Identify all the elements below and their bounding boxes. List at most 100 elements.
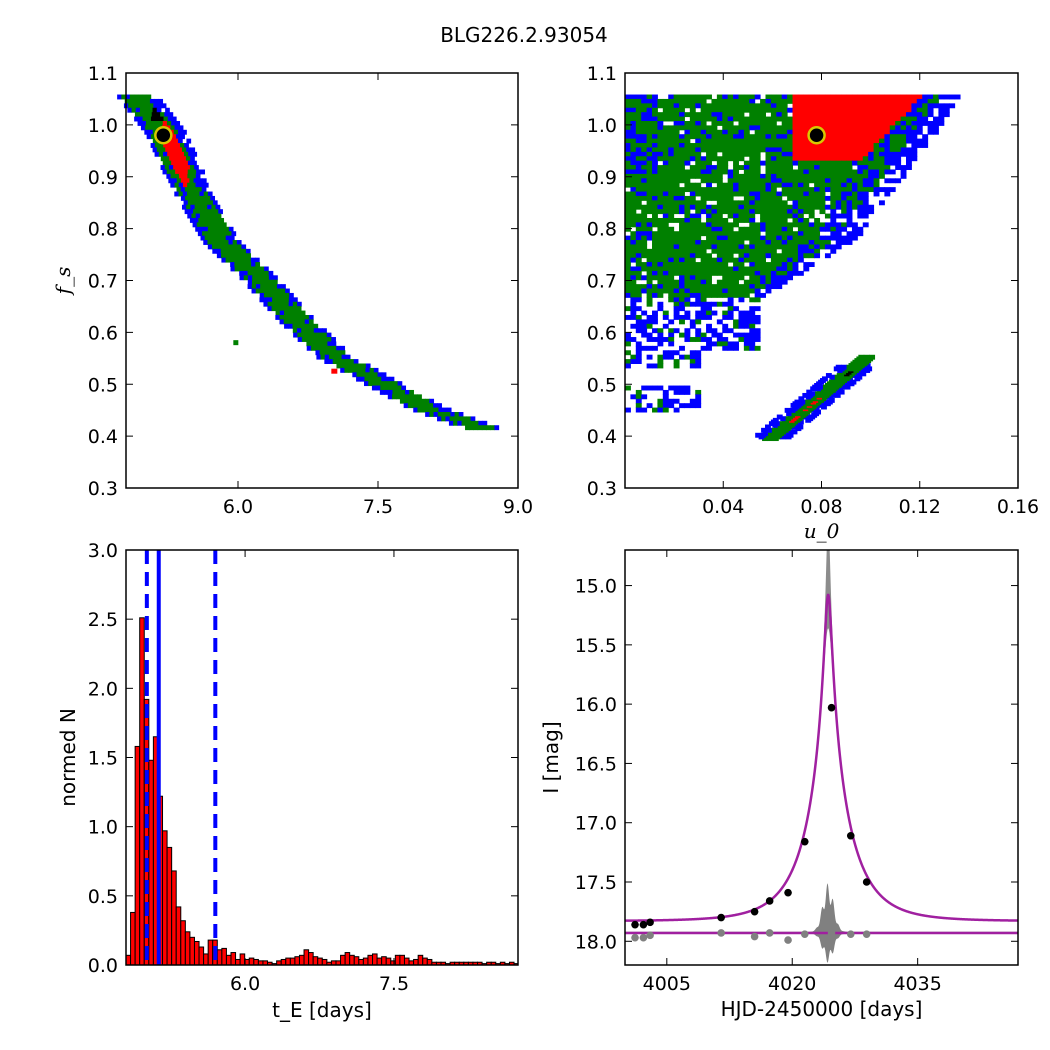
heatmap-cell <box>760 120 766 126</box>
heatmap-cell <box>765 266 772 272</box>
heatmap-cell <box>727 292 734 298</box>
heatmap-cell <box>191 200 197 206</box>
heatmap-cell <box>689 143 696 148</box>
heatmap-cell <box>722 112 729 118</box>
heatmap-cell <box>754 151 761 157</box>
heatmap-cell <box>727 248 734 254</box>
heatmap-cell <box>635 151 642 157</box>
heatmap-cell <box>711 173 718 179</box>
heatmap-cell <box>716 222 723 228</box>
heatmap-cell <box>792 253 799 259</box>
heatmap-cell <box>673 306 680 312</box>
heatmap-cell <box>679 270 685 276</box>
heatmap-cell <box>695 354 702 360</box>
heatmap-cell <box>630 266 637 272</box>
heatmap-cell <box>819 120 826 126</box>
heatmap-cell <box>911 147 918 153</box>
heatmap-cell <box>695 337 702 342</box>
heatmap-cell <box>264 288 269 294</box>
heatmap-cell <box>754 279 761 285</box>
heatmap-cell <box>706 147 712 153</box>
heatmap-cell <box>706 253 712 259</box>
heatmap-cell <box>776 231 783 237</box>
heatmap-cell <box>641 165 648 170</box>
heatmap-cell <box>733 213 739 219</box>
heatmap-cell <box>808 143 815 148</box>
heatmap-cell <box>873 94 880 100</box>
heatmap-cell <box>841 200 848 206</box>
heatmap-cell <box>668 112 675 118</box>
heatmap-cell <box>808 226 815 232</box>
heatmap-cell <box>158 151 164 157</box>
heatmap-cell <box>646 156 653 162</box>
heatmap-cell <box>437 412 443 417</box>
heatmap-cell <box>787 151 794 157</box>
heatmap-cell <box>727 204 734 210</box>
heatmap-cell <box>868 187 875 193</box>
heatmap-cell <box>776 284 783 290</box>
heatmap-cell <box>641 103 648 109</box>
heatmap-cell <box>442 407 448 413</box>
heatmap-cell <box>174 182 180 188</box>
heatmap-cell <box>765 187 772 193</box>
heatmap-cell <box>369 372 374 378</box>
heatmap-cell <box>700 200 707 206</box>
heatmap-cell <box>283 314 289 320</box>
heatmap-cell <box>668 195 675 201</box>
residual-point <box>827 929 836 937</box>
heatmap-cell <box>149 103 154 109</box>
heatmap-cell <box>662 173 669 179</box>
heatmap-cell <box>641 275 648 281</box>
heatmap-cell <box>160 165 166 170</box>
heatmap-cell <box>754 345 761 351</box>
heatmap-cell <box>260 284 265 290</box>
heatmap-cell <box>700 231 707 237</box>
heatmap-cell <box>830 116 837 122</box>
heatmap-cell <box>635 359 642 364</box>
heatmap-cell <box>943 112 950 118</box>
heatmap-cell <box>625 284 631 290</box>
heatmap-cell <box>851 204 858 210</box>
heatmap-cell <box>323 345 329 351</box>
heatmap-cell <box>824 235 831 241</box>
heatmap-cell <box>201 187 207 193</box>
heatmap-cell <box>760 204 766 210</box>
heatmap-cell <box>625 103 631 109</box>
heatmap-cell <box>695 328 702 334</box>
heatmap-cell <box>814 103 821 109</box>
heatmap-cell <box>689 248 696 254</box>
heatmap-cell <box>652 337 658 342</box>
heatmap-cell <box>441 412 447 417</box>
y-tick-label: 15.0 <box>575 576 617 598</box>
y-tick-label: 15.5 <box>575 635 617 657</box>
heatmap-cell <box>461 420 467 426</box>
heatmap-cell <box>873 116 880 122</box>
heatmap-cell <box>630 240 637 245</box>
heatmap-cell <box>743 98 750 104</box>
heatmap-cell <box>760 200 766 206</box>
heatmap-cell <box>716 103 723 109</box>
heatmap-cell <box>292 306 298 312</box>
heatmap-cell <box>846 98 853 104</box>
heatmap-cell <box>635 240 642 245</box>
heatmap-cell <box>453 420 458 426</box>
heatmap-cell <box>189 187 194 193</box>
heatmap-cell <box>722 284 729 290</box>
heatmap-cell <box>652 319 658 325</box>
heatmap-cell <box>830 120 837 126</box>
heatmap-cell <box>808 165 815 170</box>
heatmap-cell <box>722 253 729 259</box>
heatmap-cell <box>241 244 247 250</box>
heatmap-cell <box>392 394 397 400</box>
heatmap-cell <box>743 204 750 210</box>
heatmap-cell <box>695 398 702 404</box>
heatmap-cell <box>652 407 658 413</box>
heatmap-cell <box>824 240 831 245</box>
heatmap-cell <box>652 178 658 184</box>
heatmap-cell <box>722 310 729 316</box>
heatmap-cell <box>165 107 170 113</box>
heatmap-cell <box>722 103 729 109</box>
heatmap-cell <box>183 200 189 206</box>
heatmap-cell <box>175 120 181 126</box>
heatmap-cell <box>776 169 783 175</box>
